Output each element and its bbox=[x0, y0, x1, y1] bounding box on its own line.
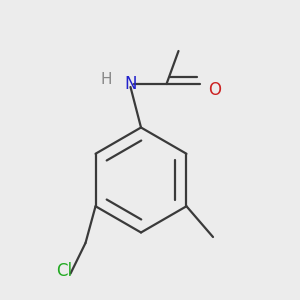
Text: O: O bbox=[208, 81, 221, 99]
Text: H: H bbox=[101, 72, 112, 87]
Text: N: N bbox=[124, 75, 137, 93]
Text: Cl: Cl bbox=[56, 262, 73, 280]
